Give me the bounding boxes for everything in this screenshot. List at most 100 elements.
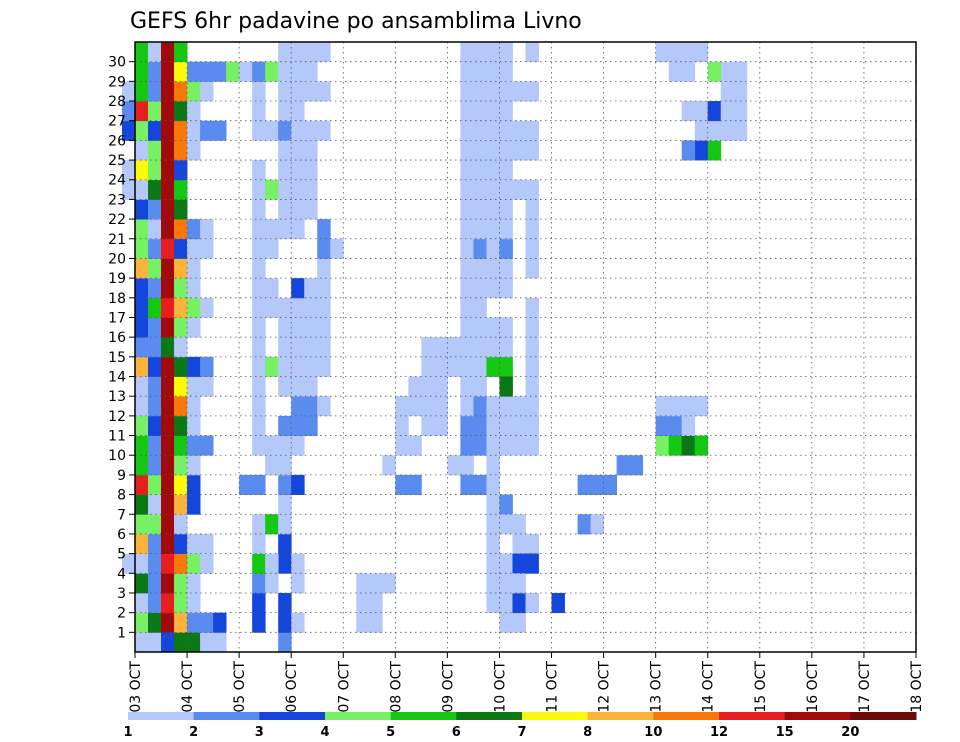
heatmap-cell <box>473 61 487 82</box>
heatmap-cell <box>317 120 331 141</box>
heatmap-cell <box>135 553 149 574</box>
heatmap-cell <box>473 120 487 141</box>
heatmap-cell <box>148 592 162 614</box>
heatmap-cell <box>278 160 292 181</box>
heatmap-cell <box>252 297 266 318</box>
heatmap-cell <box>499 179 513 200</box>
heatmap-cell <box>655 42 670 63</box>
heatmap-cell <box>135 61 149 82</box>
heatmap-cell <box>629 455 644 476</box>
y-tick-label: 28 <box>108 94 126 110</box>
heatmap-cell <box>252 278 266 299</box>
heatmap-cell <box>317 337 331 358</box>
x-tick-label: 04 OCT <box>180 661 196 713</box>
heatmap-cell <box>460 42 474 63</box>
heatmap-cell <box>408 376 422 397</box>
heatmap-cell <box>265 278 279 299</box>
heatmap-cell <box>187 612 201 633</box>
heatmap-cell <box>161 81 175 102</box>
heatmap-cell <box>421 376 435 397</box>
heatmap-cell <box>174 396 188 417</box>
heatmap-cell <box>200 297 214 318</box>
heatmap-cell <box>265 219 279 240</box>
heatmap-cell <box>499 435 513 456</box>
y-tick-label: 5 <box>117 547 126 563</box>
heatmap-cell <box>603 474 618 495</box>
heatmap-cell <box>278 553 292 574</box>
heatmap-cell <box>252 120 266 141</box>
heatmap-cell <box>486 514 500 535</box>
heatmap-cell <box>525 42 539 63</box>
x-tick-label: 07 OCT <box>336 661 352 713</box>
legend-label: 7 <box>517 725 526 740</box>
heatmap-cell <box>486 238 500 259</box>
heatmap-cell <box>460 356 474 377</box>
heatmap-cell <box>304 278 318 299</box>
heatmap-cell <box>525 553 539 574</box>
heatmap-cell <box>486 61 500 82</box>
heatmap-cell <box>733 81 748 102</box>
heatmap-cell <box>473 140 487 161</box>
heatmap-cell <box>473 199 487 220</box>
heatmap-cell <box>252 592 266 614</box>
heatmap-cell <box>161 396 175 417</box>
heatmap-cell <box>473 474 487 495</box>
heatmap-cell <box>291 396 305 417</box>
heatmap-cell <box>265 553 279 574</box>
heatmap-cell <box>174 278 188 299</box>
heatmap-cell <box>512 396 526 417</box>
heatmap-cell <box>252 199 266 220</box>
heatmap-cell <box>213 632 227 653</box>
heatmap-cell <box>161 140 175 161</box>
heatmap-cell <box>278 376 292 397</box>
heatmap-cell <box>317 297 331 318</box>
heatmap-cell <box>252 337 266 358</box>
heatmap-cell <box>161 533 175 555</box>
heatmap-cell <box>668 61 683 82</box>
heatmap-cell <box>512 81 526 102</box>
heatmap-cell <box>161 120 175 141</box>
heatmap-cell <box>460 120 474 141</box>
heatmap-cell <box>499 553 513 574</box>
heatmap-cell <box>187 474 201 495</box>
heatmap-cell <box>148 140 162 161</box>
heatmap-cell <box>161 376 175 397</box>
heatmap-cell <box>291 160 305 181</box>
heatmap-cell <box>161 455 175 476</box>
heatmap-cell <box>265 297 279 318</box>
heatmap-cell <box>525 120 539 141</box>
y-tick-label: 21 <box>108 232 126 248</box>
heatmap-cell <box>200 81 214 102</box>
heatmap-cell <box>460 376 474 397</box>
heatmap-cell <box>525 317 539 338</box>
heatmap-cell <box>174 356 188 377</box>
heatmap-cell <box>187 297 201 318</box>
heatmap-cell <box>213 61 227 82</box>
heatmap-cell <box>135 573 149 594</box>
heatmap-cell <box>304 376 318 397</box>
y-tick-label: 9 <box>117 468 126 484</box>
heatmap-cell <box>174 435 188 456</box>
heatmap-cell <box>486 199 500 220</box>
heatmap-cell <box>252 61 266 82</box>
heatmap-cell <box>473 435 487 456</box>
heatmap-cell <box>460 337 474 358</box>
heatmap-cell <box>486 356 500 377</box>
heatmap-cell <box>473 258 487 279</box>
y-tick-label: 7 <box>117 507 126 523</box>
heatmap-cell <box>681 435 696 456</box>
heatmap-cell <box>265 435 279 456</box>
heatmap-cell <box>148 573 162 594</box>
heatmap-cell <box>369 592 383 614</box>
heatmap-cell <box>213 612 227 633</box>
heatmap-cell <box>525 199 539 220</box>
heatmap-cell <box>278 592 292 614</box>
heatmap-cell <box>278 81 292 102</box>
heatmap-cell <box>668 415 683 436</box>
heatmap-cell <box>395 474 409 495</box>
heatmap-cell <box>148 160 162 181</box>
heatmap-cell <box>486 592 500 614</box>
y-tick-label: 15 <box>108 350 126 366</box>
heatmap-cell <box>148 81 162 102</box>
heatmap-cell <box>291 435 305 456</box>
